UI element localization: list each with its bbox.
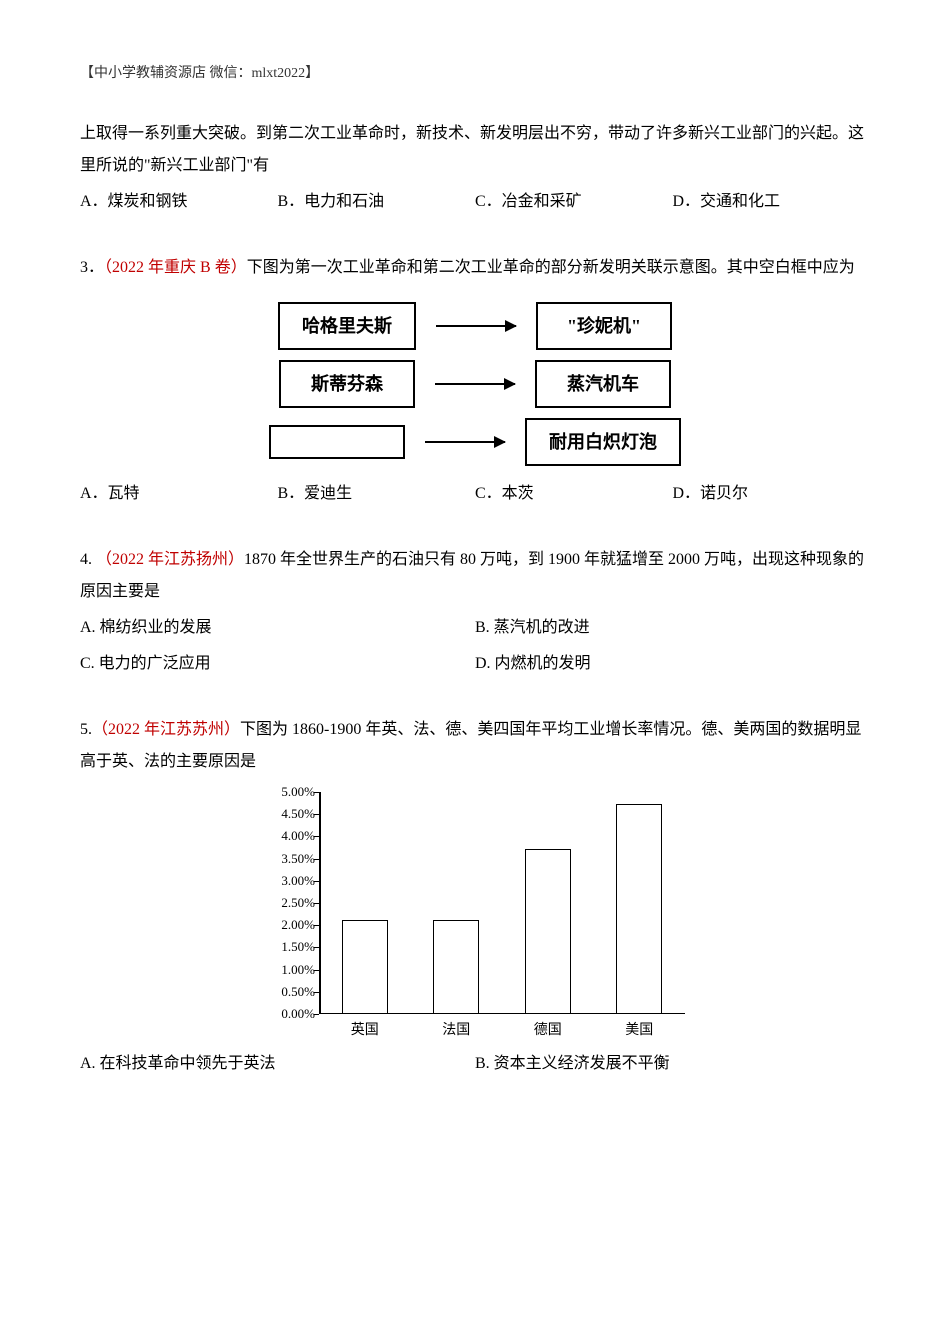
q3-options: A．瓦特 B．爱迪生 C．本茨 D．诺贝尔 [80, 478, 870, 510]
question-4: 4. （2022 年江苏扬州）1870 年全世界生产的石油只有 80 万吨，到 … [80, 544, 870, 680]
q4-number: 4. [80, 551, 96, 568]
q4-options-row2: C. 电力的广泛应用 D. 内燃机的发明 [80, 648, 870, 680]
category-label: 德国 [513, 1024, 583, 1038]
bar [433, 920, 479, 1013]
q5-number: 5. [80, 721, 92, 738]
q5-option-a: A. 在科技革命中领先于英法 [80, 1048, 475, 1080]
q4-option-d: D. 内燃机的发明 [475, 648, 870, 680]
category-label: 法国 [421, 1024, 491, 1038]
q5-options-row1: A. 在科技革命中领先于英法 B. 资本主义经济发展不平衡 [80, 1048, 870, 1080]
q3-option-b: B．爱迪生 [278, 478, 476, 510]
y-tick-mark [314, 992, 319, 993]
y-tick-label: 5.00% [255, 785, 315, 798]
q5-chart-wrap: 0.00% 0.50% 1.00% 1.50% 2.00% 2.50% 3.00% 3.50%… [80, 792, 870, 1042]
q5-stem-line: 5.（2022 年江苏苏州）下图为 1860-1900 年英、法、德、美四国年平… [80, 714, 870, 778]
y-tick-mark [314, 792, 319, 793]
q4-source: （2022 年江苏扬州） [96, 551, 244, 568]
question-5: 5.（2022 年江苏苏州）下图为 1860-1900 年英、法、德、美四国年平… [80, 714, 870, 1080]
q2-option-d: D．交通和化工 [673, 186, 871, 218]
bar [342, 920, 388, 1013]
q5-option-b: B. 资本主义经济发展不平衡 [475, 1048, 870, 1080]
y-tick-label: 3.00% [255, 874, 315, 887]
diagram-box-lightbulb: 耐用白炽灯泡 [525, 418, 681, 466]
diagram-box-blank [269, 425, 405, 459]
y-tick-mark [314, 836, 319, 837]
diagram-box-locomotive: 蒸汽机车 [535, 360, 671, 408]
bar [616, 804, 662, 1013]
y-tick-label: 1.00% [255, 963, 315, 976]
y-tick-label: 4.50% [255, 807, 315, 820]
y-tick-mark [314, 903, 319, 904]
q3-number: 3． [80, 259, 104, 276]
q2-stem: 上取得一系列重大突破。到第二次工业革命时，新技术、新发明层出不穷，带动了许多新兴… [80, 118, 870, 182]
q3-option-c: C．本茨 [475, 478, 673, 510]
question-3: 3．（2022 年重庆 B 卷）下图为第一次工业革命和第二次工业革命的部分新发明… [80, 252, 870, 510]
q3-stem-line: 3．（2022 年重庆 B 卷）下图为第一次工业革命和第二次工业革命的部分新发明… [80, 252, 870, 284]
q4-stem-line: 4. （2022 年江苏扬州）1870 年全世界生产的石油只有 80 万吨，到 … [80, 544, 870, 608]
q2-option-a: A．煤炭和钢铁 [80, 186, 278, 218]
y-tick-mark [314, 814, 319, 815]
y-tick-mark [314, 970, 319, 971]
diagram-box-stephenson: 斯蒂芬森 [279, 360, 415, 408]
y-tick-label: 0.50% [255, 985, 315, 998]
y-tick-mark [314, 881, 319, 882]
q3-option-d: D．诺贝尔 [673, 478, 871, 510]
arrow-icon [425, 441, 505, 444]
q3-option-a: A．瓦特 [80, 478, 278, 510]
q2-option-c: C．冶金和采矿 [475, 186, 673, 218]
y-tick-mark [314, 1014, 319, 1015]
y-tick-mark [314, 947, 319, 948]
arrow-icon [435, 383, 515, 386]
y-tick-label: 3.50% [255, 852, 315, 865]
y-tick-label: 1.50% [255, 940, 315, 953]
y-tick-label: 0.00% [255, 1007, 315, 1020]
q4-option-b: B. 蒸汽机的改进 [475, 612, 870, 644]
q3-diagram: 哈格里夫斯 "珍妮机" 斯蒂芬森 蒸汽机车 耐用白炽灯泡 [80, 302, 870, 466]
y-tick-mark [314, 859, 319, 860]
q2-options: A．煤炭和钢铁 B．电力和石油 C．冶金和采矿 D．交通和化工 [80, 186, 870, 218]
y-tick-mark [314, 925, 319, 926]
category-label: 美国 [604, 1024, 674, 1038]
bar [525, 849, 571, 1013]
page-header-note: 【中小学教辅资源店 微信：mlxt2022】 [80, 60, 870, 88]
q5-source: （2022 年江苏苏州） [92, 721, 240, 738]
y-axis [319, 792, 321, 1014]
diagram-row-1: 哈格里夫斯 "珍妮机" [278, 302, 672, 350]
q4-options-row1: A. 棉纺织业的发展 B. 蒸汽机的改进 [80, 612, 870, 644]
diagram-row-3: 耐用白炽灯泡 [269, 418, 681, 466]
y-tick-label: 2.50% [255, 896, 315, 909]
diagram-row-2: 斯蒂芬森 蒸汽机车 [279, 360, 671, 408]
category-label: 英国 [330, 1024, 400, 1038]
q4-option-a: A. 棉纺织业的发展 [80, 612, 475, 644]
y-tick-label: 4.00% [255, 829, 315, 842]
q5-bar-chart: 0.00% 0.50% 1.00% 1.50% 2.00% 2.50% 3.00% 3.50%… [255, 792, 695, 1042]
q3-source: （2022 年重庆 B 卷） [104, 259, 247, 276]
diagram-box-jenny: "珍妮机" [536, 302, 672, 350]
y-tick-label: 2.00% [255, 918, 315, 931]
arrow-icon [436, 325, 516, 328]
q4-option-c: C. 电力的广泛应用 [80, 648, 475, 680]
diagram-box-hargreaves: 哈格里夫斯 [278, 302, 416, 350]
q3-stem: 下图为第一次工业革命和第二次工业革命的部分新发明关联示意图。其中空白框中应为 [247, 259, 855, 276]
question-2: 上取得一系列重大突破。到第二次工业革命时，新技术、新发明层出不穷，带动了许多新兴… [80, 118, 870, 218]
q2-option-b: B．电力和石油 [278, 186, 476, 218]
